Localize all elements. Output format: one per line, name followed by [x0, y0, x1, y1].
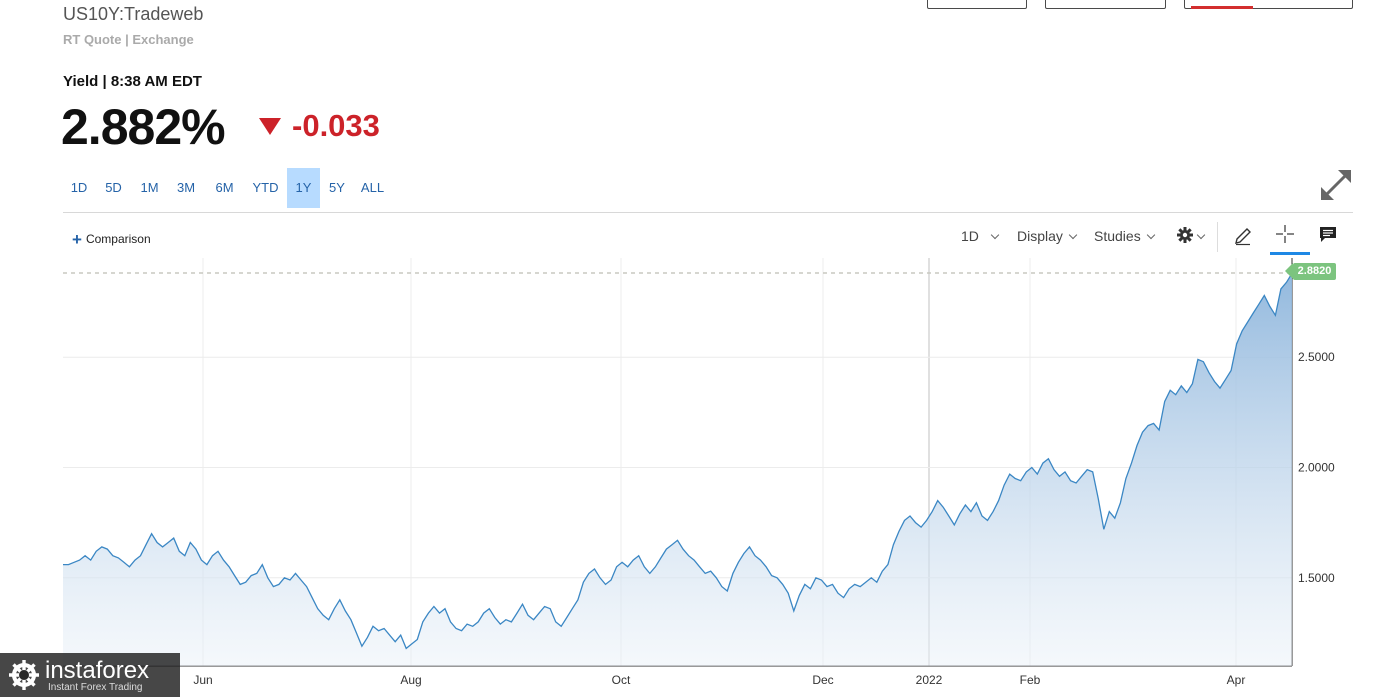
range-1m[interactable]: 1M — [140, 180, 159, 195]
active-tool-indicator — [1270, 252, 1310, 255]
display-label: Display — [1017, 228, 1063, 244]
x-tick-label: Feb — [1020, 673, 1041, 687]
range-5y[interactable]: 5Y — [329, 180, 345, 195]
toolbar-separator — [1217, 222, 1218, 252]
comparison-label: Comparison — [85, 232, 151, 246]
current-price: 2.882% — [61, 99, 226, 155]
header-button-2[interactable] — [1045, 0, 1166, 9]
range-1y[interactable]: 1Y — [287, 168, 320, 208]
last-price-flag: 2.8820 — [1293, 263, 1336, 280]
plus-icon: + — [72, 230, 82, 249]
settings-dropdown[interactable] — [1176, 226, 1206, 244]
range-5d[interactable]: 5D — [105, 180, 122, 195]
y-tick-label: 2.5000 — [1298, 350, 1335, 364]
price-flag-tip — [1285, 263, 1293, 279]
studies-dropdown[interactable]: Studies — [1094, 228, 1155, 244]
watermark-name: instaforex — [45, 657, 150, 684]
header-button-1[interactable] — [927, 0, 1027, 9]
gear-icon — [1177, 227, 1193, 243]
quote-source: RT Quote | Exchange — [63, 32, 194, 47]
x-tick-label: 2022 — [916, 673, 943, 687]
interval-dropdown[interactable]: 1D — [961, 228, 1000, 244]
x-tick-label: Aug — [400, 673, 421, 687]
range-3m[interactable]: 3M — [176, 180, 196, 195]
header-divider — [63, 212, 1353, 213]
series-line — [63, 273, 1293, 650]
instaforex-watermark: instaforex Instant Forex Trading — [0, 653, 180, 697]
pencil-icon[interactable] — [1233, 226, 1253, 246]
range-tabs: 1D 5D 1M 3M 6M YTD 1Y 5Y ALL — [63, 168, 391, 208]
interval-label: 1D — [961, 228, 979, 244]
header-button-3[interactable] — [1184, 0, 1353, 9]
button-accent-bar — [1191, 6, 1253, 9]
x-tick-label: Apr — [1227, 673, 1246, 687]
display-dropdown[interactable]: Display — [1017, 228, 1078, 244]
symbol-title: US10Y:Tradeweb — [63, 4, 204, 24]
yield-timestamp: Yield | 8:38 AM EDT — [63, 73, 202, 90]
range-1d[interactable]: 1D — [70, 180, 88, 195]
range-6m[interactable]: 6M — [215, 180, 234, 195]
instaforex-logo-icon — [9, 660, 39, 690]
comment-icon[interactable] — [1319, 226, 1337, 243]
y-tick-label: 2.0000 — [1298, 461, 1335, 475]
expand-icon[interactable] — [1318, 167, 1354, 203]
range-all[interactable]: ALL — [360, 180, 385, 195]
comparison-button[interactable]: + Comparison — [72, 230, 151, 250]
price-change: -0.033 — [292, 108, 380, 143]
watermark-tagline: Instant Forex Trading — [48, 682, 143, 693]
range-ytd[interactable]: YTD — [252, 180, 279, 195]
x-tick-label: Dec — [812, 673, 833, 687]
x-tick-label: Oct — [612, 673, 631, 687]
down-arrow-icon — [259, 118, 281, 135]
area-fill — [63, 273, 1292, 666]
crosshair-icon[interactable] — [1275, 224, 1295, 244]
x-tick-label: Jun — [193, 673, 212, 687]
studies-label: Studies — [1094, 228, 1141, 244]
y-tick-label: 1.5000 — [1298, 571, 1335, 585]
